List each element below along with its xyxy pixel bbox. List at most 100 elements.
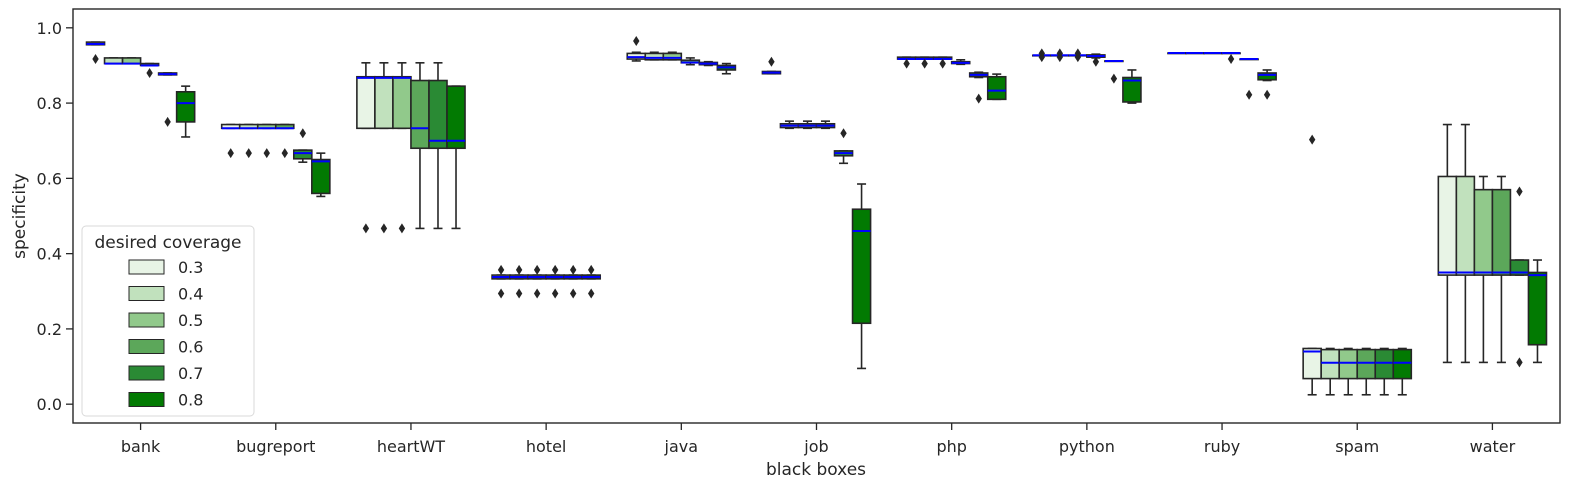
outlier-point — [569, 288, 577, 299]
box-python-0.7 — [1104, 59, 1124, 84]
box-php-0.4 — [914, 56, 935, 69]
box-heartWT-0.7 — [428, 62, 448, 230]
box-hotel-0.5 — [527, 264, 547, 299]
box-body — [851, 208, 872, 325]
box-job-0.5 — [797, 120, 818, 130]
box-job-0.8 — [851, 183, 872, 370]
box-spam-0.3 — [1302, 134, 1322, 396]
box-job-0.4 — [779, 120, 800, 130]
y-tick-label: 1.0 — [37, 19, 62, 38]
box-hotel-0.4 — [509, 264, 529, 299]
outlier-point — [1263, 89, 1271, 100]
outlier-point — [245, 148, 252, 159]
box-php-0.8 — [986, 73, 1007, 101]
box-bank-0.3 — [85, 41, 106, 65]
box-water-0.6 — [1491, 175, 1512, 364]
axes: 0.0 0.2 0.4 0.6 0.8 1.0 bank bugreport heartWT ho… — [37, 19, 1516, 456]
box-water-0.3 — [1437, 123, 1458, 364]
box-body — [356, 75, 376, 130]
outlier-point — [533, 288, 541, 299]
x-axis-label: black boxes — [766, 460, 866, 480]
box-ruby-0.4 — [1185, 52, 1205, 55]
box-job-0.7 — [833, 128, 854, 165]
y-axis-label: specificity — [10, 173, 30, 259]
outlier-point — [551, 264, 559, 275]
box-heartWT-0.3 — [356, 62, 376, 234]
outlier-point — [497, 288, 505, 299]
x-tick-label: bugreport — [236, 437, 315, 456]
box-python-0.3 — [1031, 48, 1052, 63]
outlier-point — [1092, 56, 1100, 67]
box-ruby-0.6 — [1221, 52, 1241, 65]
outlier-point — [569, 264, 577, 275]
box-water-0.4 — [1455, 123, 1476, 364]
box-body — [1122, 76, 1142, 103]
box-hotel-0.8 — [581, 264, 602, 299]
box-php-0.3 — [896, 56, 917, 69]
box-body — [1374, 348, 1395, 380]
box-python-0.5 — [1068, 48, 1088, 63]
outlier-point — [587, 264, 595, 275]
outlier-point — [263, 148, 270, 159]
legend-swatch — [128, 312, 165, 328]
box-ruby-0.7 — [1239, 58, 1259, 100]
box-bank-0.7 — [157, 72, 178, 127]
x-tick-label: ruby — [1204, 437, 1240, 456]
box-body — [1320, 348, 1341, 380]
box-bugreport-0.4 — [238, 123, 259, 159]
box-job-0.6 — [815, 120, 836, 130]
box-body — [1437, 175, 1458, 276]
box-body — [1527, 271, 1548, 346]
box-body — [446, 85, 466, 150]
outlier-point — [1038, 52, 1046, 63]
outlier-point — [840, 128, 847, 139]
outlier-point — [939, 58, 946, 69]
legend: desired coverage 0.3 0.4 0.5 0.6 0.7 0.8 — [81, 225, 255, 417]
outlier-point — [380, 223, 388, 234]
box-hotel-0.6 — [545, 264, 565, 299]
outlier-point — [1516, 186, 1523, 197]
box-body — [392, 75, 412, 130]
box-java-0.8 — [716, 62, 737, 75]
outlier-point — [633, 35, 640, 46]
x-tick-label: php — [936, 437, 966, 456]
outlier-point — [92, 54, 99, 65]
box-body — [1356, 348, 1377, 380]
outlier-point — [1056, 52, 1064, 63]
box-water-0.8 — [1527, 259, 1548, 364]
box-job-0.3 — [761, 56, 782, 75]
outlier-point — [587, 288, 595, 299]
box-body — [410, 79, 430, 150]
box-php-0.7 — [968, 71, 989, 104]
outlier-point — [768, 56, 775, 67]
legend-title: desired coverage — [94, 233, 241, 253]
box-bugreport-0.6 — [274, 123, 295, 159]
outlier-point — [281, 148, 288, 159]
box-body — [986, 75, 1007, 101]
outlier-point — [299, 128, 307, 139]
box-body — [1338, 348, 1359, 380]
outlier-point — [921, 58, 928, 69]
outlier-point — [497, 264, 505, 275]
box-python-0.6 — [1086, 53, 1106, 67]
legend-entry-label: 0.3 — [178, 258, 203, 277]
x-tick-label: job — [803, 437, 828, 456]
box-ruby-0.5 — [1203, 52, 1223, 55]
box-java-0.6 — [680, 57, 701, 66]
box-body — [1491, 188, 1512, 276]
outlier-point — [533, 264, 541, 275]
outlier-point — [551, 288, 559, 299]
box-java-0.7 — [698, 60, 719, 67]
box-body — [175, 91, 196, 123]
box-hotel-0.7 — [563, 264, 583, 299]
x-tick-label: water — [1470, 437, 1516, 456]
box-body — [292, 149, 313, 160]
box-bugreport-0.3 — [220, 123, 241, 159]
legend-frame — [81, 225, 255, 417]
box-ruby-0.8 — [1257, 69, 1277, 100]
outlier-point — [1074, 52, 1082, 63]
box-water-0.5 — [1473, 175, 1494, 364]
box-python-0.8 — [1122, 69, 1142, 104]
box-java-0.5 — [662, 51, 683, 61]
